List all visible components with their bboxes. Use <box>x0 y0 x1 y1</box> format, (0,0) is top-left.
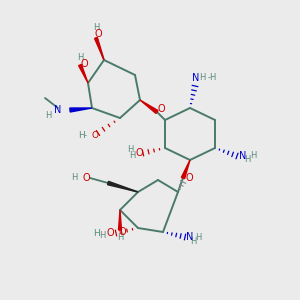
Text: H: H <box>129 152 135 160</box>
Text: H: H <box>100 232 106 241</box>
Text: N: N <box>186 232 194 242</box>
Text: O: O <box>82 173 90 183</box>
Polygon shape <box>118 210 122 230</box>
Text: N: N <box>54 105 61 115</box>
Text: H: H <box>78 131 85 140</box>
Text: O: O <box>135 148 143 158</box>
Polygon shape <box>79 64 88 83</box>
Text: N: N <box>239 151 247 161</box>
Text: H: H <box>93 22 99 32</box>
Text: H: H <box>127 146 133 154</box>
Text: H: H <box>199 74 205 82</box>
Text: O: O <box>157 104 165 114</box>
Polygon shape <box>70 108 92 112</box>
Text: H: H <box>244 155 250 164</box>
Polygon shape <box>107 181 138 192</box>
Polygon shape <box>182 160 190 178</box>
Polygon shape <box>140 100 158 113</box>
Text: H: H <box>250 152 256 160</box>
Text: -: - <box>83 131 86 140</box>
Text: H: H <box>190 238 196 247</box>
Text: O: O <box>80 59 88 69</box>
Text: H: H <box>117 233 123 242</box>
Text: O: O <box>92 131 99 140</box>
Text: N: N <box>192 73 200 83</box>
Text: O: O <box>94 29 102 39</box>
Text: O: O <box>106 228 114 238</box>
Text: H: H <box>72 172 78 182</box>
Text: H: H <box>46 110 52 119</box>
Text: H: H <box>77 53 83 62</box>
Text: -H: -H <box>208 74 218 82</box>
Text: O: O <box>185 173 193 183</box>
Text: H: H <box>195 232 201 242</box>
Text: O: O <box>118 227 126 237</box>
Text: H: H <box>93 229 100 238</box>
Polygon shape <box>94 38 104 60</box>
